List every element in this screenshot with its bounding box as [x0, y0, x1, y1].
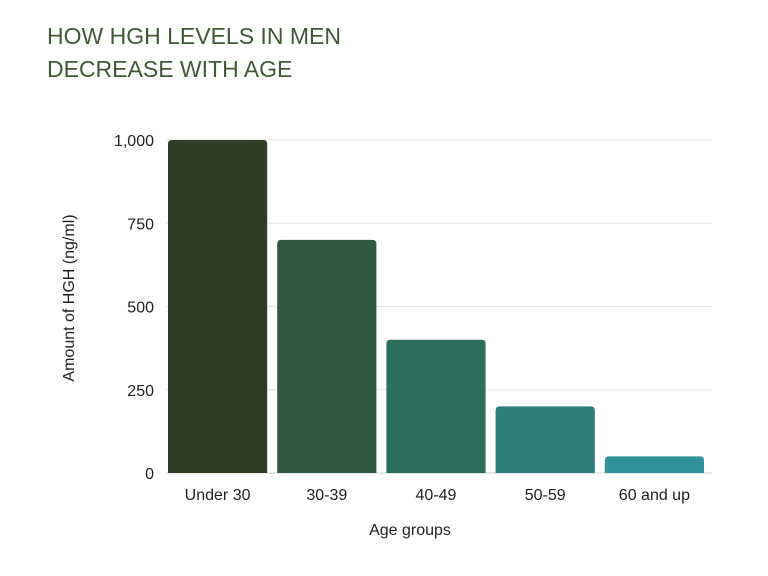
y-tick-label-2: 500	[127, 300, 154, 317]
bars	[168, 140, 704, 473]
bar-under-30	[168, 140, 268, 473]
y-tick-label-0: 0	[145, 466, 154, 483]
chart-title-line-1: HOW HGH LEVELS IN MEN	[47, 23, 341, 49]
x-tick-label-3: 50-59	[525, 487, 566, 504]
bar-40-49	[386, 339, 486, 473]
y-axis-title: Amount of HGH (ng/ml)	[61, 214, 78, 381]
y-tick-label-3: 750	[127, 216, 154, 233]
y-axis-ticks: 0 250 500 750 1,000	[114, 133, 154, 483]
chart-title: HOW HGH LEVELS IN MEN DECREASE WITH AGE	[47, 20, 467, 86]
x-axis-ticks: Under 30 30-39 40-49 50-59 60 and up	[185, 487, 690, 504]
x-tick-label-4: 60 and up	[619, 487, 690, 504]
x-tick-label-1: 30-39	[306, 487, 347, 504]
y-tick-label-4: 1,000	[114, 133, 154, 150]
y-tick-label-1: 250	[127, 383, 154, 400]
x-tick-label-2: 40-49	[416, 487, 457, 504]
bar-30-39	[277, 239, 377, 473]
x-tick-label-0: Under 30	[185, 487, 251, 504]
bar-50-59	[495, 406, 595, 473]
bar-60-and-up	[604, 456, 704, 473]
chart-title-line-2: DECREASE WITH AGE	[47, 56, 293, 82]
x-axis-title: Age groups	[369, 522, 451, 539]
